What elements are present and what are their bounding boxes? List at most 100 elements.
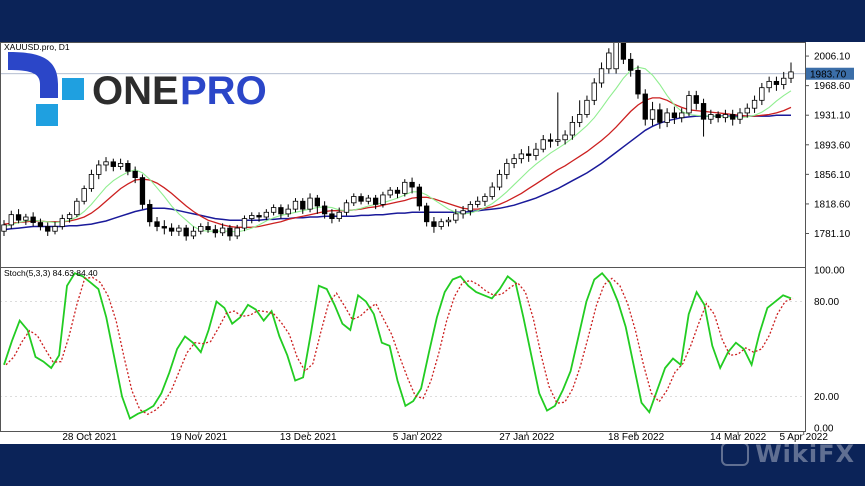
current-price-tag [806,67,854,80]
candle [518,149,525,164]
candle [292,198,299,213]
candle-body-down [693,95,699,104]
candle-body-up [649,109,656,120]
candle [365,194,372,205]
candle-body-down [183,227,189,237]
candle-body-up [664,112,670,123]
candle [679,108,685,123]
candle [781,71,787,90]
candle-body-up [59,218,65,227]
candle-body-up [8,214,14,226]
candle [198,223,204,235]
candle-body-up [577,114,583,123]
time-tick-label: 28 Oct 2021 [62,432,117,443]
candle [591,78,597,106]
stoch-tick-label: 0.00 [814,424,834,435]
candle-body-down [45,226,51,232]
time-tick-label: 14 Mar 2022 [710,432,767,443]
candle-body-down [372,197,379,205]
candle [598,62,605,88]
candle-body-up [241,218,248,229]
candle [154,217,160,232]
stoch-tick-label: 80.00 [814,297,839,308]
candle-body-down [314,197,321,207]
price-tick-label: 1781.10 [814,229,851,240]
candle [467,201,474,216]
candle [59,214,65,230]
candle-body-up [96,164,102,175]
candle-body-down [15,214,22,221]
candle-body-up [23,216,29,221]
candle [409,177,415,194]
stoch-pane-border [0,267,806,432]
candle-body-down [431,221,437,227]
candle [722,109,729,123]
candle-body-down [227,227,233,237]
candle [394,187,401,199]
candle-body-up [198,226,204,232]
candle [445,217,452,227]
candle [657,103,663,129]
candle [431,217,437,233]
time-tick-label: 5 Apr 2022 [780,432,829,443]
candle-body-up [591,82,597,101]
candle [496,169,503,191]
candle-body-up [365,197,372,202]
candle-body-up [518,153,525,160]
candle [730,109,736,126]
candle [278,204,284,219]
candle-body-up [74,200,80,216]
price-chart: 2043.602006.101968.601931.101893.601856.… [0,42,854,443]
candle [540,135,546,153]
candle [635,65,641,99]
candle-body-up [511,158,517,164]
candle [372,194,379,210]
candle-body-up [270,207,277,213]
price-tick-label: 2006.10 [814,52,851,63]
candle [737,108,743,124]
candle [562,130,568,145]
candle [555,92,561,147]
candle [474,196,481,208]
candle [744,103,750,118]
candle-body-up [504,162,510,175]
candle [249,212,255,224]
candle-body-up [460,210,466,215]
time-tick-label: 27 Jan 2022 [499,432,554,443]
candle-body-down [423,205,430,223]
candle-body-up [686,95,692,114]
candle [358,193,364,205]
candle [671,106,678,124]
candles [1,42,794,241]
candle-body-down [773,80,780,85]
candle [569,116,576,140]
candle [263,209,269,221]
candle-body-up [781,77,787,85]
candle [649,101,656,126]
wikifx-icon [721,442,750,466]
candle-body-down [154,221,160,227]
candle [642,89,648,126]
candle [700,98,707,137]
stoch-label: Stoch(5,3,3) 84.63 84.40 [4,268,98,278]
candle-body-down [416,186,423,207]
candle [343,199,350,216]
candle-body-down [256,215,262,218]
logo-arc-shape [8,52,58,98]
time-tick-label: 13 Dec 2021 [280,432,337,443]
candle-body-up [438,221,444,227]
candle [74,198,80,218]
candle-body-down [205,226,211,231]
price-tick-label: 1856.10 [814,170,851,181]
candle-body-down [526,153,532,156]
logo-text-one: ONE [92,69,179,113]
candle [37,218,44,231]
candle [482,193,488,206]
candle-body-up [336,211,342,219]
candle-body-down [132,170,138,178]
candle-body-up [453,213,459,221]
candle [686,90,692,117]
candle-body-down [212,229,218,234]
candle [453,209,459,224]
candle-body-down [642,93,648,120]
